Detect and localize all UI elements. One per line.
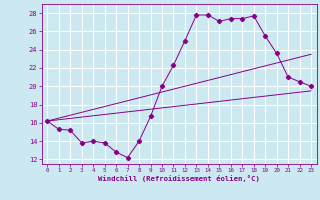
X-axis label: Windchill (Refroidissement éolien,°C): Windchill (Refroidissement éolien,°C) <box>98 175 260 182</box>
